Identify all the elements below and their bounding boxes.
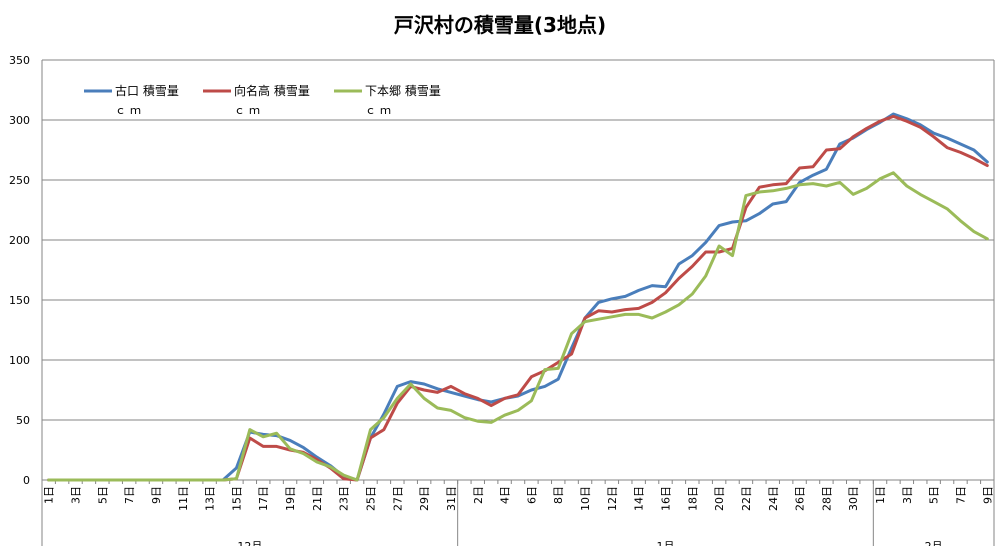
legend-label-0: 古口 積雪量 [115,83,179,98]
x-tick-label: 1日 [43,486,56,504]
x-tick-label: 21日 [311,486,324,511]
month-label: 2月 [925,540,943,546]
x-tick-label: 1日 [874,486,887,504]
x-tick-label: 24日 [767,486,780,511]
x-tick-label: 7日 [954,486,967,504]
month-label: 1月 [656,540,674,546]
x-tick-label: 10日 [579,486,592,511]
x-tick-label: 4日 [499,486,512,504]
x-tick-label: 30日 [847,486,860,511]
x-tick-label: 5日 [96,486,109,504]
x-tick-label: 8日 [552,486,565,504]
x-tick-label: 20日 [713,486,726,511]
y-tick-label: 250 [9,174,30,187]
x-tick-label: 25日 [365,486,378,511]
x-tick-label: 28日 [820,486,833,511]
x-tick-label: 23日 [338,486,351,511]
x-tick-label: 5日 [928,486,941,504]
legend: 古口 積雪量 ｃｍ 向名高 積雪量 ｃｍ 下本郷 積雪量 ｃｍ [84,83,441,117]
series-line-1 [47,114,989,482]
legend-unit-2: ｃｍ [365,104,395,117]
legend-label-1: 向名高 積雪量 [234,83,310,98]
y-tick-label: 50 [16,414,30,427]
x-tick-label: 2日 [472,486,485,504]
legend-unit-0: ｃｍ [115,104,145,117]
y-tick-label: 300 [9,114,30,127]
x-tick-label: 9日 [981,486,994,504]
x-tick-label: 18日 [686,486,699,511]
x-axis: 1日 3日 5日 7日 9日 11日 13日 15日 17日 19日 21日 23日 25日 27日 29日… [41,480,995,546]
x-tick-label: 27日 [391,486,404,511]
x-tick-label: 13日 [204,486,217,511]
x-tick-label: 9日 [150,486,163,504]
x-tick-label: 7日 [123,486,136,504]
x-tick-label: 22日 [740,486,753,511]
month-label: 12月 [237,540,262,546]
x-tick-label: 31日 [445,486,458,511]
grid-lines [41,59,995,481]
x-tick-label: 14日 [633,486,646,511]
x-tick-label: 6日 [525,486,538,504]
x-tick-label: 29日 [418,486,431,511]
series-line-0 [47,112,989,482]
legend-label-2: 下本郷 積雪量 [365,83,441,98]
series-lines [47,112,989,482]
x-tick-label: 3日 [70,486,83,504]
x-tick-label: 16日 [659,486,672,511]
x-tick-label: 17日 [257,486,270,511]
y-axis: 0 50 100 150 200 250 300 350 [9,54,30,487]
x-tick-label: 12日 [606,486,619,511]
y-tick-label: 350 [9,54,30,67]
series-line-2 [47,171,989,482]
x-tick-label: 11日 [177,486,190,511]
chart-title: 戸沢村の積雪量(3地点) [394,13,606,37]
y-tick-label: 150 [9,294,30,307]
x-tick-label: 19日 [284,486,297,511]
y-tick-label: 200 [9,234,30,247]
x-tick-label: 15日 [230,486,243,511]
legend-unit-1: ｃｍ [234,104,264,117]
x-tick-label: 26日 [794,486,807,511]
x-tick-label: 3日 [901,486,914,504]
y-tick-label: 100 [9,354,30,367]
y-tick-label: 0 [23,474,30,487]
